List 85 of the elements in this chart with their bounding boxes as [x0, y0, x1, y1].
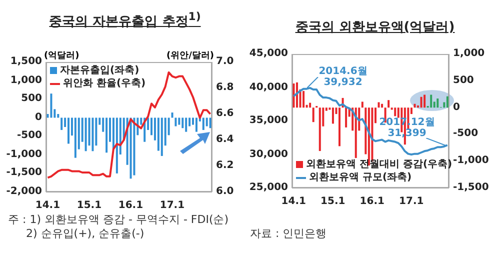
x-tick-label: 16.1: [360, 196, 385, 207]
bar: [292, 83, 295, 108]
bar: [312, 108, 314, 122]
y2-tick-label: 6.4: [216, 133, 234, 147]
y-tick-label: 35,000: [249, 114, 288, 128]
chart-title: 중국의 자본유출입 추정$^{1)}$: [48, 10, 202, 30]
legend-label: 외환보유액 규모(좌축): [309, 171, 412, 184]
text: 주 : 1) 외환보유액 증감 - 무역수지 - FDI(순): [8, 212, 229, 227]
bar: [378, 102, 380, 108]
legend-label: 위안화 환율(우축): [63, 77, 146, 90]
bar: [361, 102, 364, 108]
legend-label: 자본유출입(좌축): [60, 64, 140, 77]
bar: [182, 118, 184, 128]
bar: [436, 98, 439, 108]
y-axis-title: (억달러): [44, 50, 80, 62]
bar: [74, 118, 76, 158]
y2-tick-label: 6.6: [216, 107, 234, 121]
bar: [430, 94, 432, 108]
bar: [178, 118, 180, 125]
text: 자료 : 인민은행: [250, 226, 327, 241]
y-tick-label: 45,000: [249, 47, 288, 61]
y2-tick-label: -1,000: [453, 154, 489, 168]
bar: [332, 108, 334, 124]
y-tick-label: 1,500: [10, 55, 42, 69]
y2-axis-title: (위안/달러): [166, 50, 214, 62]
bar: [354, 108, 357, 158]
chart-title: 중국의 외환보유액(억달러): [294, 19, 456, 36]
y2-tick-label: 500: [453, 74, 474, 88]
y-tick-label: 25,000: [249, 181, 288, 195]
y-tick-label: 40,000: [249, 80, 288, 94]
bar: [106, 118, 108, 153]
bar: [60, 118, 63, 130]
y-tick-label: 1,000: [10, 74, 42, 88]
bar: [420, 96, 422, 108]
annotation: 2014.6월 39,932: [318, 66, 368, 88]
bar: [209, 118, 212, 128]
bar: [338, 108, 341, 146]
y2-tick-label: 7.0: [216, 55, 234, 69]
y2-tick-label: -500: [453, 127, 478, 142]
bar: [160, 118, 163, 156]
bar: [309, 102, 312, 108]
bar: [84, 118, 87, 152]
bar: [414, 104, 416, 108]
x-tick-label: 14.1: [35, 200, 60, 211]
bar: [130, 118, 132, 179]
bar: [92, 118, 94, 152]
bar: [345, 108, 348, 128]
x-tick-label: 17.1: [399, 196, 424, 207]
bar: [195, 118, 198, 132]
y2-tick-label: 6.0: [216, 185, 234, 199]
bar: [446, 96, 448, 108]
bar: [388, 100, 390, 108]
y-tick-label: -1,000: [6, 148, 42, 162]
x-tick-label: 17.1: [160, 200, 185, 211]
bar: [185, 118, 188, 132]
y2-tick-label: 6.2: [216, 159, 234, 173]
text: 2) 순유입(+), 순유출(-): [26, 226, 144, 241]
bar: [202, 118, 204, 130]
bar: [174, 118, 177, 126]
bar: [318, 108, 321, 152]
y-tick-label: -2,000: [6, 185, 42, 199]
bar: [50, 94, 52, 118]
bar: [381, 104, 384, 108]
y-tick-label: 500: [21, 92, 42, 106]
bar: [133, 118, 136, 176]
y2-tick-label: -1,500: [453, 181, 489, 195]
bar: [68, 118, 70, 144]
bar: [116, 118, 118, 174]
bar: [206, 118, 208, 126]
x-tick-label: 15.1: [320, 196, 346, 207]
bar: [424, 94, 426, 108]
bar: [302, 90, 305, 108]
bar: [171, 112, 174, 118]
y2-tick-label: 0: [453, 100, 460, 115]
bar: [394, 108, 396, 116]
x-tick-label: 14.1: [281, 196, 306, 207]
y2-tick-label: 1,000: [453, 47, 485, 61]
y-tick-label: 30,000: [249, 148, 288, 162]
x-tick-label: 16.1: [118, 200, 144, 211]
legend-label: 외환보유액 전월대비 증감(우축): [306, 158, 452, 171]
x-tick-label: 15.1: [76, 200, 102, 211]
y-tick-label: 0: [35, 110, 42, 125]
y2-tick-label: 6.8: [216, 81, 234, 95]
y-tick-label: -1,500: [6, 166, 42, 180]
y-tick-label: -500: [16, 129, 42, 144]
